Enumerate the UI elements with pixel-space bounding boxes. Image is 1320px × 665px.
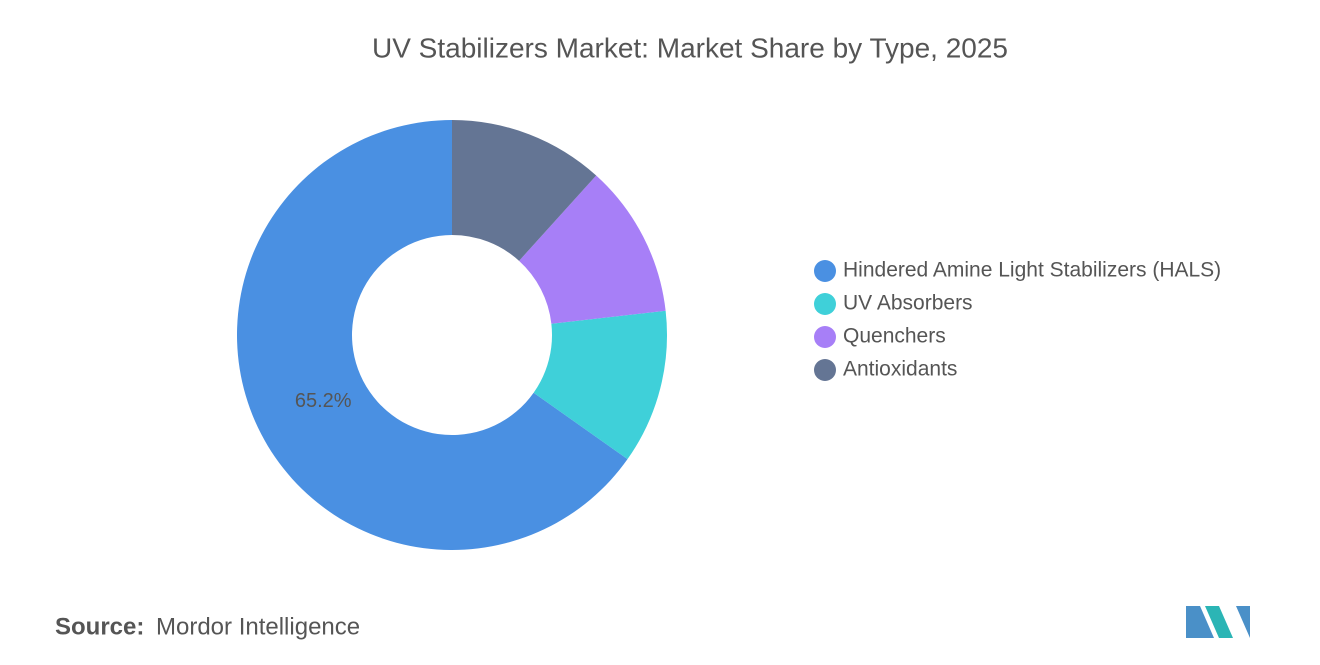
legend-marker — [814, 359, 836, 381]
legend-marker — [814, 260, 836, 282]
data-label: 65.2% — [295, 390, 352, 412]
legend-label: UV Absorbers — [843, 292, 973, 315]
legend-label: Antioxidants — [843, 358, 957, 381]
chart-title: UV Stabilizers Market: Market Share by T… — [372, 32, 1008, 63]
legend-label: Quenchers — [843, 325, 946, 348]
donut-slice — [236, 120, 628, 551]
donut-slice — [452, 120, 597, 261]
logo — [1186, 606, 1250, 638]
legend-marker — [814, 293, 836, 315]
donut-slice — [519, 175, 666, 324]
donut-slice — [533, 310, 667, 460]
legend-label: Hindered Amine Light Stabilizers (HALS) — [843, 259, 1221, 282]
source-text: Mordor Intelligence — [156, 613, 360, 640]
legend-marker — [814, 326, 836, 348]
source-label: Source: — [55, 613, 144, 640]
